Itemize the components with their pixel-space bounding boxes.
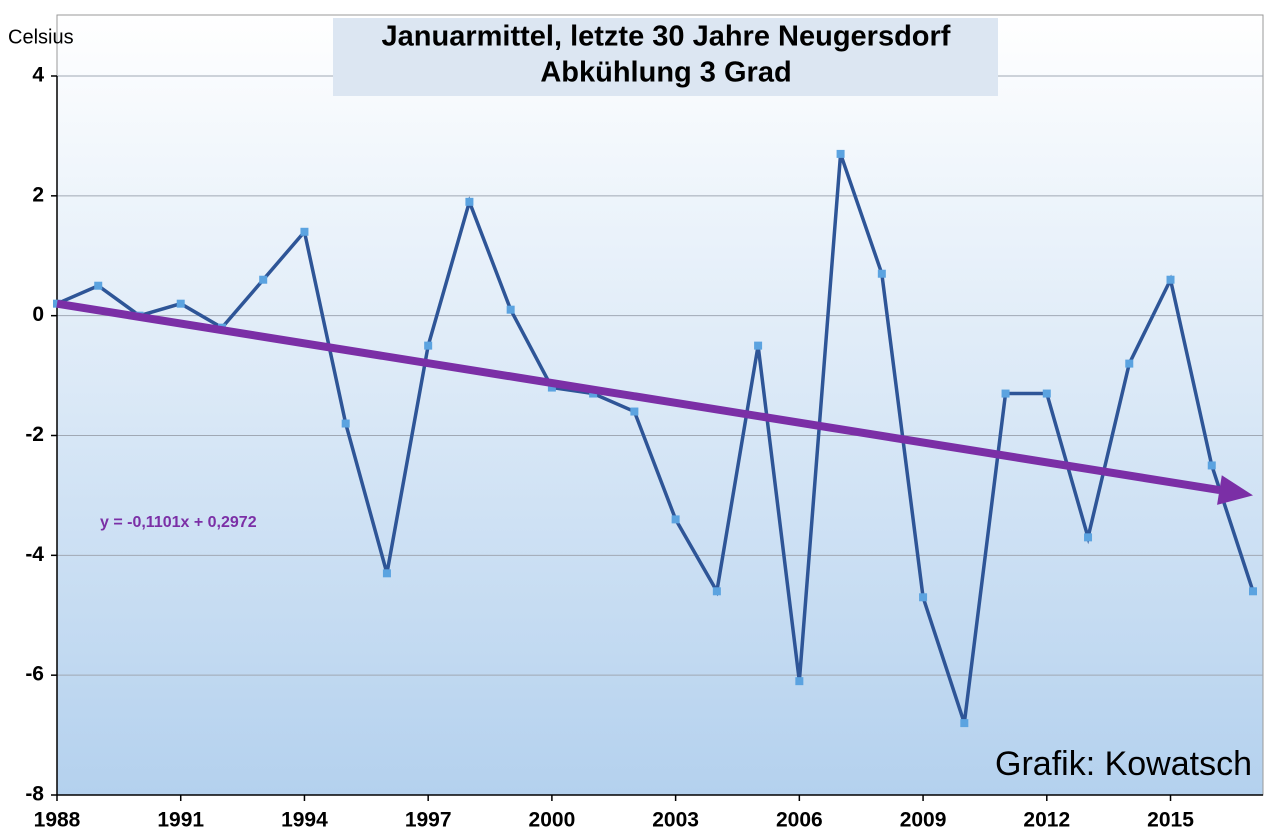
data-point xyxy=(547,383,556,392)
data-point xyxy=(382,569,391,578)
data-point xyxy=(300,227,309,236)
data-point xyxy=(1207,461,1216,470)
data-point xyxy=(919,593,928,602)
y-tick-label: -4 xyxy=(25,543,44,566)
data-point xyxy=(1125,359,1134,368)
data-point xyxy=(877,269,886,278)
series-line xyxy=(56,153,1255,724)
title-box xyxy=(333,18,998,96)
data-point xyxy=(1249,587,1257,596)
plot-area xyxy=(56,14,1264,796)
data-point xyxy=(1166,275,1175,284)
y-tick-label: -6 xyxy=(25,663,44,686)
data-point xyxy=(754,341,763,350)
data-point xyxy=(1001,389,1010,398)
y-tick-label: -8 xyxy=(25,783,44,806)
data-point xyxy=(424,341,433,350)
data-point xyxy=(960,719,969,728)
credit: Grafik: Kowatsch xyxy=(995,745,1252,783)
y-tick-label: -2 xyxy=(25,423,44,446)
trend-arrowhead xyxy=(1217,475,1253,505)
data-point xyxy=(1042,389,1051,398)
trend-equation: y = -0,1101x + 0,2972 xyxy=(100,514,257,531)
data-point xyxy=(465,197,474,206)
data-point xyxy=(671,515,680,524)
x-tick-label: 2015 xyxy=(1147,809,1194,832)
data-point xyxy=(795,677,804,686)
y-tick-label: 0 xyxy=(32,303,44,326)
chart-title: Januarmittel, letzte 30 Jahre Neugersdor… xyxy=(382,21,951,53)
y-tick-label: 4 xyxy=(32,64,44,87)
x-tick-label: 2003 xyxy=(652,809,699,832)
data-point xyxy=(712,587,721,596)
data-point xyxy=(1084,533,1093,542)
x-tick-label: 2000 xyxy=(529,809,576,832)
data-point xyxy=(836,149,845,158)
data-point xyxy=(94,281,103,290)
x-tick-label: 1988 xyxy=(34,809,81,832)
data-point xyxy=(259,275,268,284)
x-tick-label: 1991 xyxy=(157,809,204,832)
x-tick-label: 1994 xyxy=(281,809,328,832)
chart-subtitle: Abkühlung 3 Grad xyxy=(540,57,791,89)
x-tick-label: 2009 xyxy=(900,809,947,832)
data-point xyxy=(506,305,515,314)
data-point xyxy=(341,419,350,428)
trend-line xyxy=(56,299,1221,494)
data-point xyxy=(630,407,639,416)
y-axis-label: Celsius xyxy=(8,26,74,48)
x-tick-label: 2006 xyxy=(776,809,823,832)
x-tick-label: 1997 xyxy=(405,809,452,832)
x-tick-label: 2012 xyxy=(1023,809,1070,832)
data-point xyxy=(176,299,185,308)
y-tick-label: 2 xyxy=(32,183,44,206)
